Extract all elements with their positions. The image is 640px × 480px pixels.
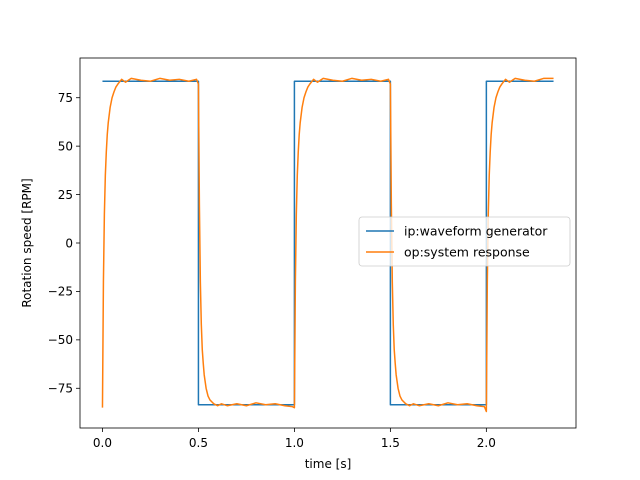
legend-box [358, 216, 571, 267]
legend: ip:waveform generator op:system response [358, 216, 571, 267]
x-axis-label: time [s] [305, 457, 352, 471]
x-tick-label: 1.5 [381, 436, 400, 450]
x-tick-label: 1.0 [285, 436, 304, 450]
legend-label-system-response: op:system response [404, 245, 530, 260]
y-tick-label: −50 [48, 333, 73, 347]
y-tick-label: −25 [48, 285, 73, 299]
y-tick-label: 0 [65, 236, 73, 250]
x-tick-label: 0.5 [189, 436, 208, 450]
y-tick-label: 75 [58, 91, 73, 105]
y-axis-label: Rotation speed [RPM] [20, 178, 34, 307]
legend-label-waveform-generator: ip:waveform generator [404, 224, 548, 239]
x-axis: 0.0 0.5 1.0 1.5 2.0 [93, 428, 496, 450]
x-tick-label: 0.0 [93, 436, 112, 450]
y-tick-label: −75 [48, 382, 73, 396]
series-line-1 [101, 77, 554, 413]
y-axis: −75 −50 −25 0 25 50 75 [48, 91, 80, 396]
y-tick-label: 50 [58, 139, 73, 153]
y-tick-label: 25 [58, 188, 73, 202]
x-tick-label: 2.0 [477, 436, 496, 450]
